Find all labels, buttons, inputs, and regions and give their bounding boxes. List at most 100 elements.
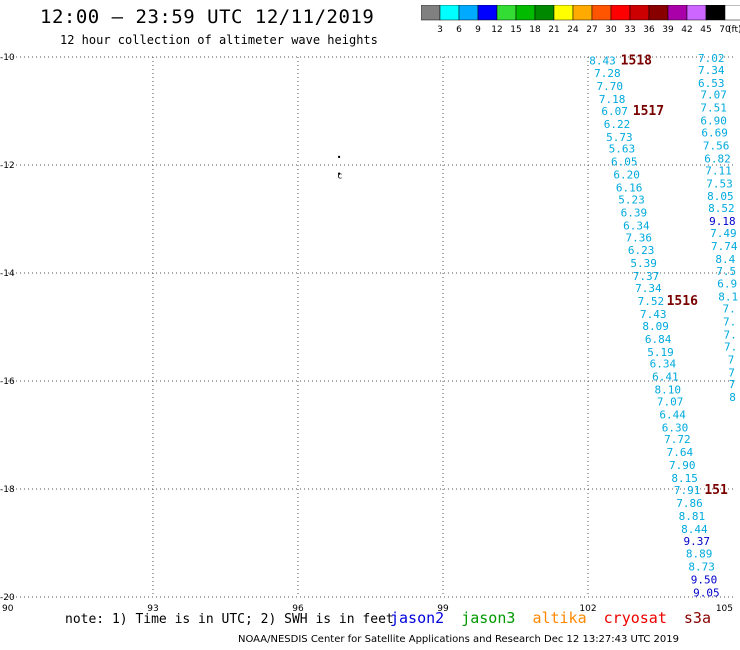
wave-height-value: 6.07 [601,105,628,118]
wave-height-value: 7.53 [706,177,733,190]
satellite-legend: jason2 jason3 altika cryosat s3a [390,609,719,627]
wave-height-value: 6.41 [652,371,679,384]
wave-height-value: 8.10 [655,384,682,397]
wave-height-value: 5.39 [630,257,657,270]
footer-note: note: 1) Time is in UTC; 2) SWH is in fe… [65,612,394,627]
satellite-s3a: s3a [683,609,711,627]
wave-height-value: 7.34 [698,64,725,77]
wave-height-value: 6.82 [704,152,731,165]
wave-height-value: 7.49 [710,227,737,240]
wave-height-value: 6.84 [645,333,672,346]
wave-height-value: 8.43 [589,55,616,68]
wave-height-value: 6.22 [604,118,631,131]
wave-height-value: 7.51 [700,102,727,115]
wave-height-value: 5.19 [647,346,674,359]
wave-height-value: 7.91 [674,484,701,497]
wave-height-value: 6.16 [616,182,643,195]
satellite-cryosat: cryosat [603,609,667,627]
wave-height-value: 6.34 [650,358,677,371]
wave-height-value: 5.63 [609,143,636,156]
wave-height-value: 6.20 [613,169,640,182]
island-glyph: c [337,172,342,182]
legend-label: 18 [529,25,541,35]
wave-height-value: 7.28 [594,67,621,80]
wave-height-value: 9.37 [684,535,711,548]
wave-height-value: 8.44 [681,523,708,536]
legend-label: 15 [510,25,521,35]
legend-label: 39 [662,25,674,35]
wave-height-value: 7.90 [669,459,696,472]
wave-height-value: 7.74 [711,240,738,253]
wave-height-value: 7.56 [703,139,730,152]
wave-height-value: 8.81 [679,510,706,523]
wave-height-value: 8.4 [715,253,735,266]
wave-height-value: 9.18 [709,215,736,228]
wave-height-value: 5.23 [618,193,645,206]
orbit-label: 1516 [667,294,698,309]
wave-height-value: 8.1 [718,291,738,304]
wave-height-value: 6.9 [717,278,737,291]
wave-height-value: 7.52 [638,295,665,308]
satellite-altika: altika [532,609,587,627]
wave-height-value: 7.70 [597,80,624,93]
legend-label: 9 [475,25,481,35]
wave-height-value: 7.02 [698,52,725,65]
island-marker [338,172,341,175]
x-tick-label: 102 [579,604,596,612]
wave-height-value: 7.64 [667,446,694,459]
legend-swatch [724,5,740,21]
wave-height-value: 8 [729,391,736,404]
wave-height-value: 7. [724,340,737,353]
wave-height-value: 6.69 [701,127,728,140]
y-tick-label: -14 [0,269,15,279]
y-tick-label: -20 [0,593,15,603]
wave-height-value: 8.52 [708,202,735,215]
legend-label: 3 [437,25,443,35]
satellite-jason2: jason2 [390,609,445,627]
page-title: 12:00 — 23:59 UTC 12/11/2019 [40,6,375,28]
wave-height-value: 8.73 [688,561,715,574]
x-tick-label: 93 [147,604,158,612]
wave-height-value: 6.90 [700,115,727,128]
legend-unit: (ft) [728,25,740,35]
wave-height-value: 8.09 [642,320,669,333]
wave-height-value: 6.34 [623,219,650,232]
legend-label: 21 [548,25,559,35]
x-tick-label: 96 [292,604,304,612]
x-tick-label: 105 [716,604,733,612]
wave-height-value: 8.15 [671,472,698,485]
island-marker [338,155,341,158]
legend-label: 36 [643,25,655,35]
legend-label: 45 [700,25,711,35]
wave-height-value: 6.44 [659,408,686,421]
wave-height-value: 6.39 [621,206,648,219]
legend-label: 33 [624,25,635,35]
wave-height-value: 7. [723,316,736,329]
wave-height-value: 7 [728,366,735,379]
wave-height-value: 7.86 [676,497,703,510]
wave-height-value: 6.53 [698,77,725,90]
y-tick-label: -10 [0,53,15,63]
wave-height-value: 7.37 [633,270,660,283]
x-tick-label: 99 [437,604,449,612]
legend-label: 27 [586,25,597,35]
orbit-label: 1517 [633,104,664,119]
legend-label: 30 [605,25,617,35]
wave-height-value: 9.05 [693,587,720,600]
page-subtitle: 12 hour collection of altimeter wave hei… [60,33,378,47]
y-tick-label: -16 [0,377,15,387]
wave-height-value: 6.23 [628,244,655,257]
wave-height-value: 8.89 [686,548,713,561]
legend-label: 24 [567,25,579,35]
legend-label: 12 [491,25,502,35]
satellite-jason3: jason3 [461,609,516,627]
wave-height-value: 7.72 [664,433,691,446]
credit-line: NOAA/NESDIS Center for Satellite Applica… [238,634,680,645]
legend-label: 6 [456,25,462,35]
wave-height-value: 7.43 [640,308,667,321]
wave-height-value: 7.18 [599,93,626,106]
wave-height-map: 90 93 96 99 102 105 -10 -12 -14 -16 -18 -20 c 8.437.2… [0,52,738,612]
wave-height-value: 9.50 [691,574,718,587]
wave-height-value: 7.5 [716,265,736,278]
